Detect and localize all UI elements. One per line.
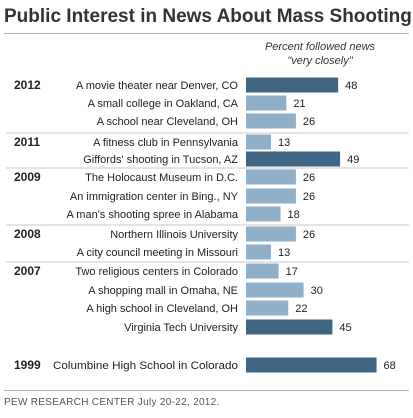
value-label: 22 xyxy=(295,303,307,315)
category-label: A school near Cleveland, OH xyxy=(97,116,238,128)
value-label: 30 xyxy=(311,285,323,297)
bar xyxy=(246,357,377,373)
category-label: A movie theater near Denver, CO xyxy=(76,80,238,92)
category-label: Columbine High School in Colorado xyxy=(53,360,238,372)
bar xyxy=(246,134,271,150)
bar xyxy=(246,188,296,204)
footer-rule xyxy=(4,390,409,391)
value-label: 13 xyxy=(278,137,290,149)
value-label: 45 xyxy=(339,322,351,334)
column-header-line2: "very closely" xyxy=(287,55,353,67)
bar xyxy=(246,169,296,185)
year-label: 2011 xyxy=(14,135,40,149)
category-label: Northern Illinois University xyxy=(110,229,238,241)
value-label: 26 xyxy=(303,116,315,128)
bar xyxy=(246,77,339,93)
category-label: A fitness club in Pennsylvania xyxy=(93,137,239,149)
chart-title: Public Interest in News About Mass Shoot… xyxy=(4,6,413,27)
year-label: 2007 xyxy=(14,264,41,278)
source-note: PEW RESEARCH CENTER July 20-22, 2012. xyxy=(4,397,220,408)
category-label: A high school in Cleveland, OH xyxy=(86,303,238,315)
value-label: 68 xyxy=(384,360,396,372)
value-label: 26 xyxy=(303,191,315,203)
category-label: Giffords' shooting in Tucson, AZ xyxy=(83,154,238,166)
category-label: An immigration center in Bing., NY xyxy=(70,191,239,203)
bar xyxy=(246,263,279,279)
category-label: A man's shooting spree in Alabama xyxy=(67,209,239,221)
category-label: Two religious centers in Colorado xyxy=(75,266,238,278)
title-rule xyxy=(4,33,409,34)
bar xyxy=(246,226,296,242)
value-label: 49 xyxy=(347,154,359,166)
column-header-line1: Percent followed news xyxy=(264,41,376,53)
bar xyxy=(246,113,296,129)
value-label: 17 xyxy=(286,266,298,278)
value-label: 21 xyxy=(293,98,305,110)
bar xyxy=(246,319,333,335)
year-label: 1999 xyxy=(14,358,41,372)
value-label: 48 xyxy=(345,80,357,92)
year-label: 2008 xyxy=(14,227,41,241)
year-label: 2012 xyxy=(14,78,41,92)
year-label: 2009 xyxy=(14,170,41,184)
column-header: Percent followed news "very closely" xyxy=(235,40,405,68)
bar xyxy=(246,95,287,111)
value-label: 18 xyxy=(288,209,300,221)
bar xyxy=(246,282,304,298)
category-label: Virginia Tech University xyxy=(124,322,238,334)
value-label: 26 xyxy=(303,172,315,184)
category-label: The Holocaust Museum in D.C. xyxy=(85,172,238,184)
category-label: A shopping mall in Omaha, NE xyxy=(88,285,238,297)
value-label: 26 xyxy=(303,229,315,241)
value-label: 13 xyxy=(278,247,290,259)
bar xyxy=(246,300,289,316)
bar xyxy=(246,244,271,260)
category-label: A small college in Oakland, CA xyxy=(88,98,239,110)
category-label: A city council meeting in Missouri xyxy=(77,247,238,259)
bar xyxy=(246,206,281,222)
bar xyxy=(246,151,341,167)
